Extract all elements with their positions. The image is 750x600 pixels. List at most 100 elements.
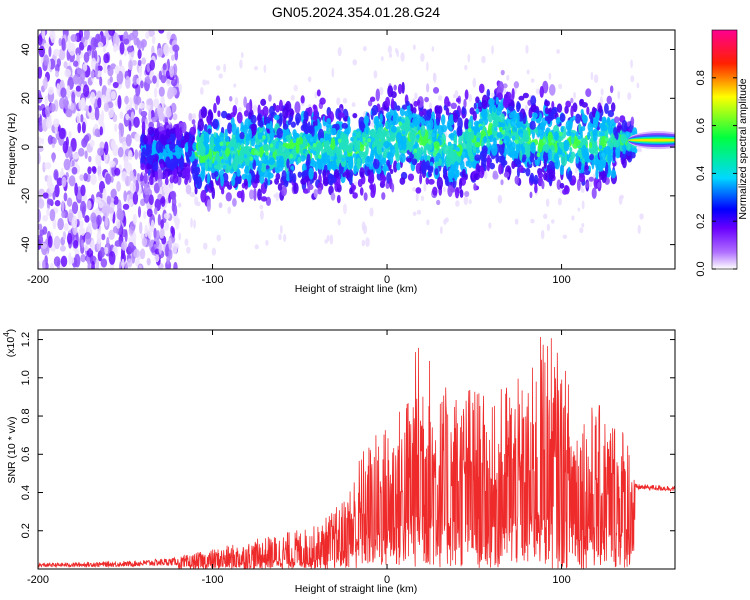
spectrogram-cell [511,87,515,100]
spectrogram-cell [330,137,336,150]
spectrogram-cell [369,183,374,190]
spectrogram-cell [558,83,563,90]
spectrogram-cell [570,97,574,104]
spectrogram-cell [43,76,48,90]
spectrogram-cell [373,70,378,79]
spectrogram-cell [151,246,155,253]
spectrogram-cell [468,133,472,146]
spectrogram-cell [38,109,41,119]
spectrogram-peak [218,152,223,157]
spectrogram-cell [127,241,135,254]
spectrogram-cell [307,76,312,83]
spectrogram-cell [87,260,91,269]
spectrogram-cell [66,85,71,99]
spectrogram-cell [44,162,52,170]
spectrogram-cell [523,132,530,143]
spectrogram-cell [92,166,97,174]
spectrogram-cell [117,95,122,109]
spectrogram-cell [495,96,499,105]
spectrogram-cell [560,153,568,167]
spectrogram-cell [53,48,60,57]
spectrogram-cell [559,164,564,176]
spectrogram-cell [375,88,380,102]
spectrogram-cell [80,239,84,249]
spectrogram-cell [349,187,353,195]
spectrogram-cell [78,41,85,51]
spectrogram-cell [353,164,358,175]
spectrogram-cell [607,152,612,165]
spectrogram-cell [128,150,133,161]
spectrogram-peak [309,149,314,154]
spectrogram-cell [276,159,281,169]
spectrogram-cell [231,123,237,136]
spectrogram-cell [253,188,257,201]
spectrogram-cell [200,133,205,143]
spectrogram-cell [277,183,283,191]
spectrogram-cell [81,97,87,110]
spectrogram-cell [425,160,430,169]
colorbar: 0.0 0.2 0.4 0.6 0.8 Normalized spectral ampl… [695,29,749,277]
spectrogram-cell [68,252,72,266]
spectrogram-cell [77,122,82,134]
spectrogram-cell [140,110,148,118]
spectrogram-cell [401,81,405,94]
spectrogram-cell [265,239,269,246]
spectrogram-cell [114,167,121,176]
spectrogram-cell [124,96,130,105]
spectrogram-cell [313,104,318,116]
spectrogram-cell [134,103,138,111]
spectrogram-cell [84,150,88,160]
spectrogram-cell [313,188,318,198]
spectrogram-cell [45,105,51,118]
spectrogram-cell [447,185,453,198]
spectrogram-peak [330,156,334,161]
spectrogram-cell [460,160,465,172]
spectrogram-cell [129,182,136,194]
spectrogram-cell [97,41,104,48]
spectrogram-peak [479,125,483,131]
spectrogram-cell [75,85,82,92]
spectrogram-cell [61,210,66,219]
spectrogram-cell [598,105,603,113]
spectrogram-cell [140,162,146,171]
spectrogram-cell [110,90,116,100]
y-tick-label: 0.8 [20,408,32,423]
spectrogram-cell [409,153,415,160]
spectrogram-cell [381,147,385,153]
spectrogram-cell [260,196,268,202]
spectrogram-cell [376,145,382,155]
spectrogram-cell [80,114,84,123]
spectrogram-cell [267,167,271,179]
spectrogram-cell [463,98,467,109]
spectrogram-cell [593,74,599,84]
spectrogram-cell [575,131,579,137]
spectrogram-cell [393,84,397,91]
spectrogram-cell [208,182,212,189]
spectrogram-cell [208,148,212,160]
spectrogram-cell [191,113,197,120]
spectrogram-cell [353,181,358,186]
spectrogram-cell [223,63,227,73]
spectrogram-cell [334,136,340,146]
spectrogram-cell [81,36,86,43]
spectrogram-peak [391,149,396,154]
spectrogram-cell [224,128,228,139]
spectrogram-peak [604,137,609,142]
spectrogram-cell [207,114,211,126]
spectrogram-cell [196,201,201,207]
spectrogram-cell [60,255,68,268]
spectrogram-peak [222,164,227,170]
spectrogram-cell [38,223,43,231]
spectrogram-cell [461,105,466,116]
spectrogram-cell [426,61,429,72]
spectrogram-cell [239,131,245,140]
spectrogram-cell [356,139,361,150]
spectrogram-cell [54,200,61,207]
spectrogram-cell [236,156,240,165]
spectrogram-cell [206,199,211,212]
spectrogram-cell [575,137,581,147]
spectrogram-cell [295,144,300,154]
spectrogram-cell [380,56,384,62]
spectrogram-cell [474,141,481,148]
spectrogram-cell [43,42,50,49]
